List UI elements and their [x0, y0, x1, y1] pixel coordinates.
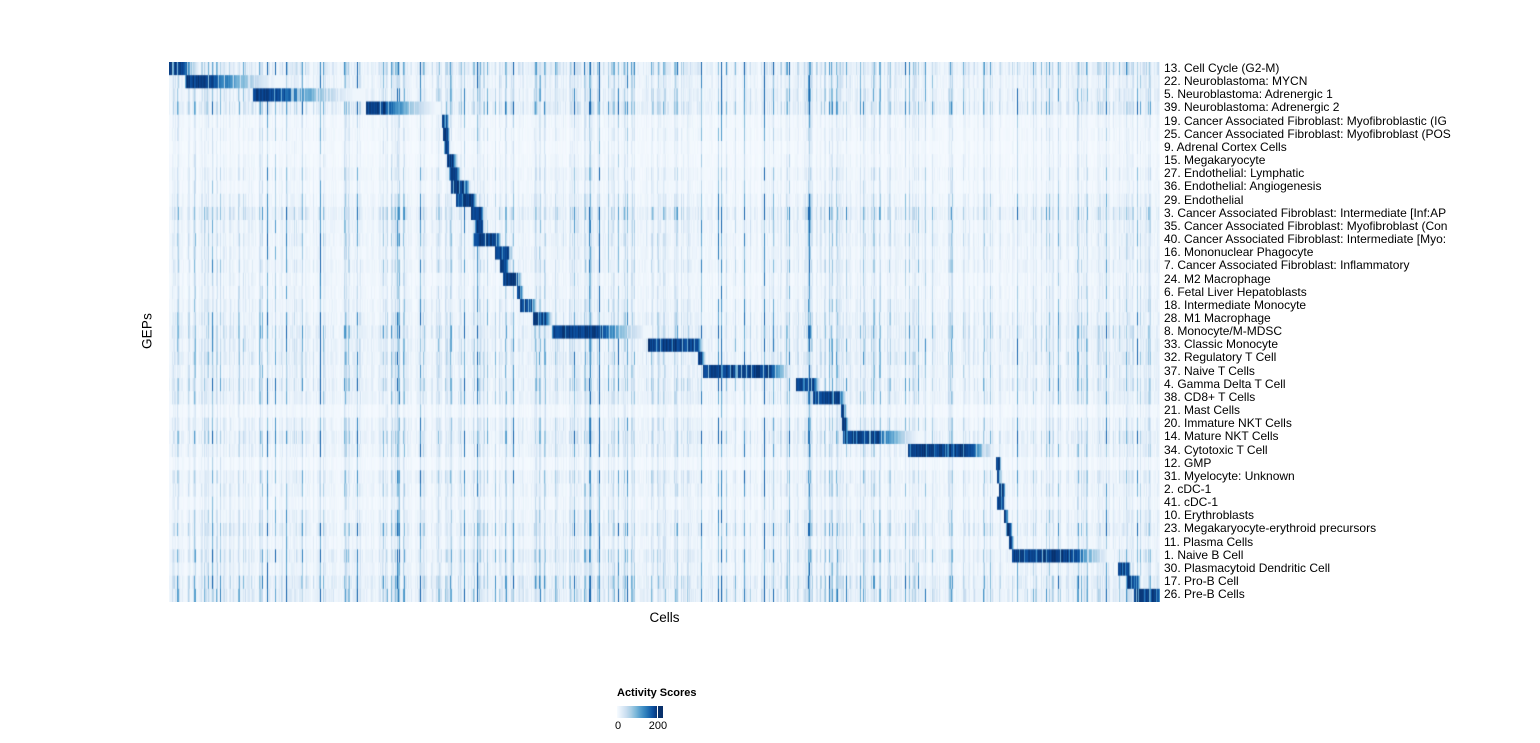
row-label: 40. Cancer Associated Fibroblast: Interm…	[1164, 233, 1447, 247]
row-label: 28. M1 Macrophage	[1164, 311, 1271, 325]
row-label: 37. Naive T Cells	[1164, 364, 1255, 378]
row-label: 20. Immature NKT Cells	[1164, 417, 1292, 431]
row-label: 31. Myelocyte: Unknown	[1164, 469, 1295, 483]
row-label: 1. Naive B Cell	[1164, 548, 1244, 562]
x-axis-label: Cells	[649, 610, 680, 625]
legend-tick-labels: 0 200	[615, 720, 737, 733]
row-label: 6. Fetal Liver Hepatoblasts	[1164, 285, 1307, 299]
legend-max-label: 200	[648, 720, 668, 732]
row-label: 11. Plasma Cells	[1164, 535, 1254, 549]
legend-colorbar	[617, 706, 663, 718]
row-label: 22. Neuroblastoma: MYCN	[1164, 75, 1308, 89]
row-label: 35. Cancer Associated Fibroblast: Myofib…	[1164, 219, 1448, 233]
row-label: 39. Neuroblastoma: Adrenergic 2	[1164, 101, 1340, 115]
row-label: 16. Mononuclear Phagocyte	[1164, 246, 1314, 260]
row-label: 27. Endothelial: Lymphatic	[1164, 167, 1305, 181]
row-label: 29. Endothelial	[1164, 193, 1244, 207]
row-label: 19. Cancer Associated Fibroblast: Myofib…	[1164, 114, 1447, 128]
heatmap-canvas	[169, 62, 1160, 602]
row-label: 41. cDC-1	[1164, 496, 1219, 510]
row-label: 13. Cell Cycle (G2-M)	[1164, 62, 1280, 75]
row-label: 10. Erythroblasts	[1164, 509, 1255, 523]
row-label: 38. CD8+ T Cells	[1164, 390, 1256, 404]
row-label: 4. Gamma Delta T Cell	[1164, 377, 1286, 391]
row-label: 21. Mast Cells	[1164, 404, 1241, 418]
row-label: 12. GMP	[1164, 456, 1212, 470]
row-label: 36. Endothelial: Angiogenesis	[1164, 180, 1322, 194]
row-label: 23. Megakaryocyte-erythroid precursors	[1164, 522, 1377, 536]
legend-title: Activity Scores	[617, 687, 697, 699]
row-label: 17. Pro-B Cell	[1164, 575, 1239, 589]
row-label: 33. Classic Monocyte	[1164, 338, 1279, 352]
legend-min-label: 0	[615, 720, 622, 732]
row-label: 9. Adrenal Cortex Cells	[1164, 140, 1287, 154]
row-label: 14. Mature NKT Cells	[1164, 430, 1279, 444]
row-label: 2. cDC-1	[1164, 483, 1212, 496]
row-label: 18. Intermediate Monocyte	[1164, 298, 1307, 312]
y-axis-label: GEPs	[139, 312, 155, 350]
row-label-column: 13. Cell Cycle (G2-M) 22. Neuroblastoma: …	[1164, 62, 1540, 602]
row-label: 25. Cancer Associated Fibroblast: Myofib…	[1164, 127, 1451, 141]
row-label: 3. Cancer Associated Fibroblast: Interme…	[1164, 206, 1447, 220]
row-label: 8. Monocyte/M-MDSC	[1164, 325, 1283, 339]
row-label: 15. Megakaryocyte	[1164, 154, 1266, 168]
row-label: 34. Cytotoxic T Cell	[1164, 443, 1268, 457]
legend: Activity Scores 0 200	[615, 687, 737, 733]
legend-tick-mark	[656, 706, 659, 718]
row-label: 7. Cancer Associated Fibroblast: Inflamm…	[1164, 259, 1410, 273]
row-label: 24. M2 Macrophage	[1164, 272, 1271, 286]
row-label: 5. Neuroblastoma: Adrenergic 1	[1164, 88, 1333, 102]
row-label: 30. Plasmacytoid Dendritic Cell	[1164, 561, 1331, 575]
row-label: 32. Regulatory T Cell	[1164, 351, 1277, 365]
row-label: 26. Pre-B Cells	[1164, 588, 1245, 602]
